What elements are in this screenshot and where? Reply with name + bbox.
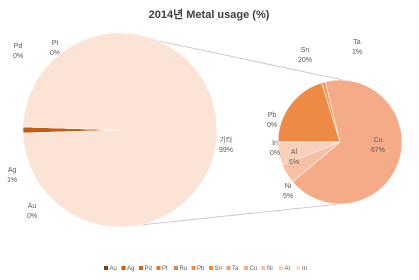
legend-label: Ru xyxy=(180,266,188,272)
legend-label: Pb xyxy=(197,266,205,272)
data-label-value: 5% xyxy=(283,193,293,200)
data-label-value: 6% xyxy=(289,159,299,166)
data-label-name: Ta xyxy=(353,39,361,46)
data-label-value: 0% xyxy=(50,50,60,57)
data-label-value: 99% xyxy=(219,147,233,154)
legend-label: Pd xyxy=(145,266,152,272)
legend-swatch xyxy=(209,266,213,270)
connector-line xyxy=(120,203,341,228)
legend-swatch xyxy=(121,266,126,270)
legend-swatch xyxy=(191,266,196,270)
data-label-value: 0% xyxy=(13,53,23,60)
data-label-name: Pt xyxy=(52,40,59,47)
data-label-name: Au xyxy=(28,203,37,210)
pie-slice xyxy=(277,82,341,143)
data-label-name: Ni xyxy=(285,183,292,190)
legend-swatch xyxy=(296,266,301,270)
legend-swatch xyxy=(261,266,266,270)
data-label-name: Al xyxy=(291,149,298,156)
data-label-value: 0% xyxy=(27,213,37,220)
pie-slice xyxy=(292,79,403,205)
legend-label: Al xyxy=(285,266,290,272)
data-label-value: 1% xyxy=(7,177,17,184)
data-label-value: 67% xyxy=(371,147,385,154)
legend-swatch xyxy=(279,266,283,270)
data-label-name: In xyxy=(272,140,278,147)
legend-swatch xyxy=(104,266,108,270)
legend-label: In xyxy=(302,266,307,272)
legend-swatch xyxy=(174,266,178,270)
data-label-value: 20% xyxy=(298,57,312,64)
legend-label: Au xyxy=(110,266,117,272)
data-label-value: 0% xyxy=(267,122,277,129)
data-label-value: 1% xyxy=(352,49,362,56)
legend-label: Cu xyxy=(250,266,258,272)
data-label-name: Ag xyxy=(8,167,17,174)
chart-title: 2014년 Metal usage (%) xyxy=(149,7,270,21)
legend-label: Ni xyxy=(267,266,273,272)
data-label-name: 기타 xyxy=(220,135,233,144)
data-label-name: Pb xyxy=(268,112,277,119)
legend-label: Sn xyxy=(215,266,222,272)
legend-swatch xyxy=(156,266,161,270)
legend-label: Ag xyxy=(127,266,134,272)
legend-label: Pt xyxy=(162,266,168,272)
data-label-name: Sn xyxy=(301,47,310,54)
legend-swatch xyxy=(226,266,231,270)
data-label-name: Cu xyxy=(374,137,383,144)
legend-swatch xyxy=(139,266,143,270)
pie-slice xyxy=(22,32,218,228)
data-label-value: 0% xyxy=(270,150,280,157)
data-label-name: Pd xyxy=(14,43,23,50)
legend-swatch xyxy=(244,266,248,270)
legend-label: Ta xyxy=(232,266,239,272)
